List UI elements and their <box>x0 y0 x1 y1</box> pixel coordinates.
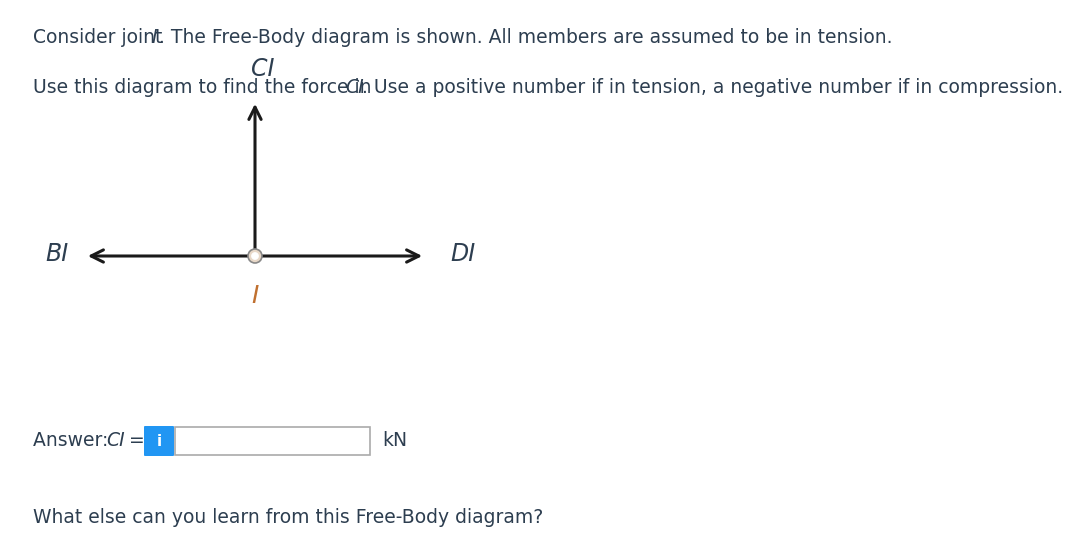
Text: BI: BI <box>46 242 68 266</box>
Text: I: I <box>251 284 258 308</box>
Text: kN: kN <box>382 431 407 451</box>
Text: Use this diagram to find the force in: Use this diagram to find the force in <box>33 78 378 97</box>
Text: CI: CI <box>106 431 125 451</box>
Text: i: i <box>156 434 162 449</box>
Circle shape <box>252 252 258 260</box>
Text: What else can you learn from this Free-Body diagram?: What else can you learn from this Free-B… <box>33 508 543 527</box>
Text: I: I <box>151 28 156 47</box>
Text: =: = <box>123 431 151 451</box>
Text: CI: CI <box>345 78 364 97</box>
Text: Answer:: Answer: <box>33 431 114 451</box>
Text: CI: CI <box>251 57 275 81</box>
Text: . The Free-Body diagram is shown. All members are assumed to be in tension.: . The Free-Body diagram is shown. All me… <box>159 28 893 47</box>
FancyBboxPatch shape <box>144 426 174 456</box>
Text: . Use a positive number if in tension, a negative number if in compression.: . Use a positive number if in tension, a… <box>362 78 1063 97</box>
FancyBboxPatch shape <box>175 427 370 455</box>
Circle shape <box>248 249 262 263</box>
Text: Consider joint: Consider joint <box>33 28 168 47</box>
Text: DI: DI <box>451 242 476 266</box>
